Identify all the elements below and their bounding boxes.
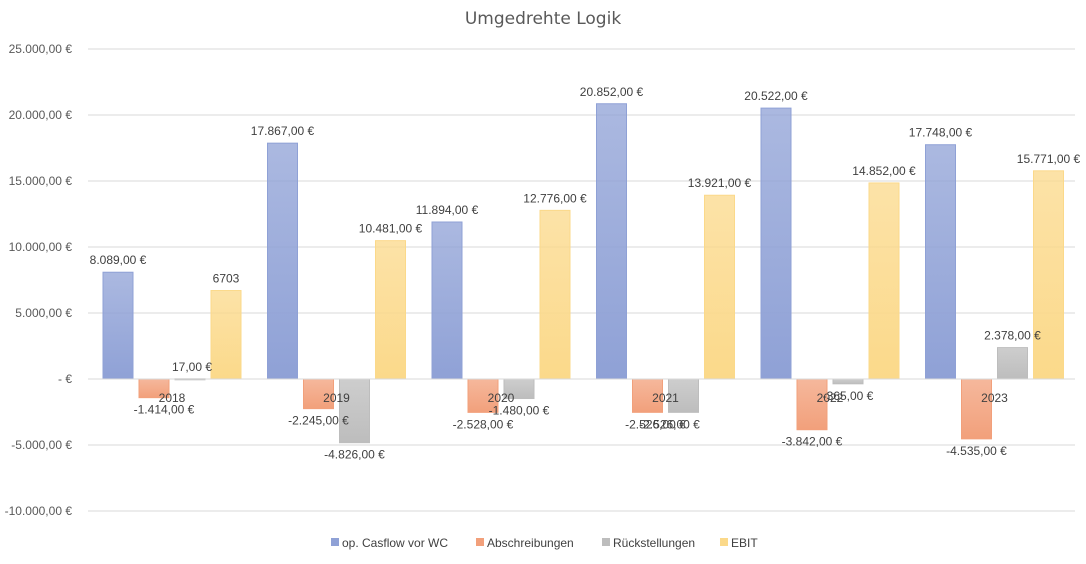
chart-title: Umgedrehte Logik (465, 9, 622, 29)
data-label: 17,00 € (172, 360, 212, 374)
category-label: 2020 (488, 391, 515, 405)
y-tick-label: 10.000,00 € (9, 240, 73, 254)
legend: op. Casflow vor WC Abschreibungen Rückstel… (331, 536, 758, 550)
bars (102, 103, 1064, 444)
legend-entry: Abschreibungen (487, 536, 574, 550)
y-tick-label: -5.000,00 € (11, 438, 72, 452)
category-label: 2018 (159, 391, 186, 405)
data-label: -365,00 € (823, 389, 874, 403)
bar (632, 378, 663, 413)
y-axis-tick-labels: 25.000,00 € 20.000,00 € 15.000,00 € 10.000,… (5, 42, 73, 518)
category-label: 2022 (817, 391, 844, 405)
bar (539, 209, 571, 380)
data-label: -2.526,00 € (639, 417, 700, 431)
data-label: 8.089,00 € (90, 253, 147, 267)
category-labels: 2018 2019 2020 2021 2022 2023 (159, 391, 1009, 405)
data-labels: 8.089,00 € 17.867,00 € 11.894,00 € 20.852,0… (90, 85, 1081, 462)
data-label: 10.481,00 € (359, 222, 423, 236)
data-label: -4.826,00 € (324, 448, 385, 462)
data-label: 6703 (213, 272, 240, 286)
data-label: -3.842,00 € (782, 435, 843, 449)
bar (796, 378, 828, 431)
gridlines (88, 48, 1075, 512)
y-tick-label: - € (58, 372, 72, 386)
data-label: 15.771,00 € (1017, 152, 1081, 166)
bar (668, 378, 699, 413)
bar (997, 347, 1028, 380)
y-tick-label: 15.000,00 € (9, 174, 73, 188)
bar (102, 271, 134, 380)
data-label: 17.867,00 € (251, 124, 315, 138)
bar (431, 221, 463, 380)
category-label: 2019 (323, 391, 350, 405)
y-tick-label: 25.000,00 € (9, 42, 73, 56)
bar (868, 182, 900, 380)
bar (832, 378, 864, 385)
legend-swatch (602, 538, 610, 546)
data-label: 2.378,00 € (984, 329, 1041, 343)
y-tick-label: 5.000,00 € (15, 306, 72, 320)
category-label: 2021 (652, 391, 679, 405)
bar (704, 194, 735, 380)
legend-swatch (331, 538, 339, 546)
bar (925, 144, 956, 380)
y-tick-label: -10.000,00 € (5, 504, 73, 518)
legend-entry: EBIT (731, 536, 758, 550)
data-label: 13.921,00 € (688, 176, 752, 190)
data-label: 11.894,00 € (416, 203, 479, 217)
data-label: -1.414,00 € (134, 403, 195, 417)
data-label: -1.480,00 € (489, 404, 550, 418)
legend-swatch (720, 538, 728, 546)
y-tick-label: 20.000,00 € (9, 108, 73, 122)
bar (961, 378, 992, 440)
bar (1033, 170, 1064, 380)
category-label: 2023 (981, 391, 1008, 405)
data-label: -2.526,00 € (625, 417, 686, 431)
data-label: 12.776,00 € (523, 191, 587, 205)
bar (267, 142, 298, 380)
bar (596, 103, 627, 380)
legend-entry: op. Casflow vor WC (342, 536, 448, 550)
bar (339, 378, 370, 444)
data-label: 20.522,00 € (744, 89, 808, 103)
data-label: -2.245,00 € (288, 414, 349, 428)
data-label: 14.852,00 € (852, 164, 916, 178)
data-label: 17.748,00 € (909, 126, 973, 140)
bar (210, 290, 242, 380)
legend-entry: Rückstellungen (613, 536, 695, 550)
bar (375, 240, 406, 380)
data-label: -4.535,00 € (946, 444, 1007, 458)
bar (760, 107, 792, 380)
data-label: 20.852,00 € (580, 85, 644, 99)
legend-swatch (476, 538, 484, 546)
data-label: -2.528,00 € (453, 417, 514, 431)
